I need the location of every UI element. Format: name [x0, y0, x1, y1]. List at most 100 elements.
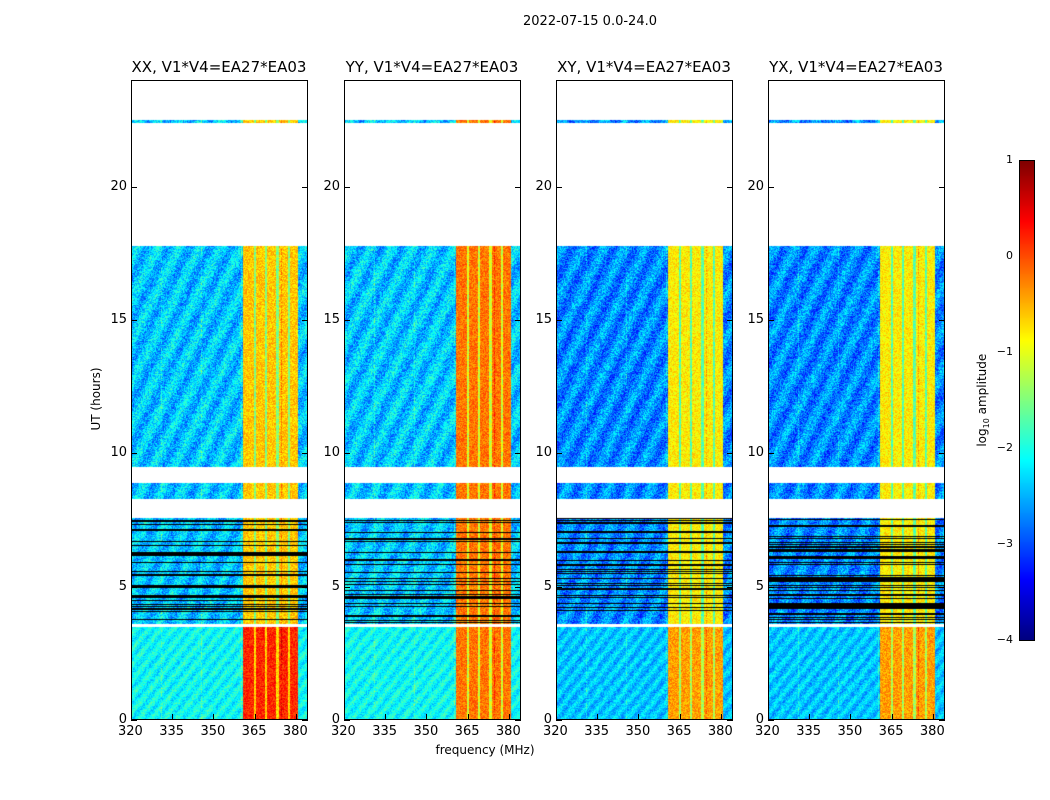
x-tick-label: 350: [413, 724, 439, 739]
figure-title: 2022-07-15 0.0-24.0: [523, 14, 657, 29]
x-tick-label: 365: [666, 724, 692, 739]
x-tick-mark: [508, 714, 510, 720]
x-tick-label: 320: [331, 724, 356, 739]
y-tick-label: 5: [543, 578, 552, 594]
y-tick-label: 10: [747, 445, 764, 461]
x-tick-label: 365: [454, 724, 480, 739]
x-tick-mark: [679, 714, 681, 720]
waterfall-panel-3: [768, 80, 945, 720]
y-tick-label: 0: [118, 712, 127, 727]
x-tick-mark: [295, 714, 297, 720]
y-tick-mark: [515, 320, 521, 321]
panel-title: XY, V1*V4=EA27*EA03: [557, 58, 731, 76]
y-tick-mark: [344, 320, 350, 321]
x-tick-mark: [638, 714, 640, 720]
y-tick-mark: [768, 186, 774, 188]
x-tick-mark: [213, 714, 215, 720]
y-tick-label: 20: [535, 178, 552, 194]
panel-title: YY, V1*V4=EA27*EA03: [345, 58, 519, 76]
y-tick-mark: [344, 720, 350, 721]
y-tick-mark: [939, 186, 945, 188]
x-tick-label: 335: [584, 724, 610, 739]
colorbar: [1019, 160, 1035, 641]
y-tick-mark: [131, 186, 137, 188]
y-tick-mark: [727, 320, 733, 321]
x-tick-mark: [809, 714, 811, 720]
y-tick-mark: [302, 720, 308, 721]
x-tick-label: 320: [543, 724, 568, 739]
y-tick-mark: [556, 320, 562, 321]
x-tick-mark: [597, 714, 599, 720]
x-tick-label: 320: [755, 724, 780, 739]
colorbar-tick-label: −3: [996, 537, 1013, 550]
y-tick-label: 20: [323, 178, 340, 194]
y-tick-label: 15: [747, 312, 764, 327]
y-tick-mark: [344, 186, 350, 188]
y-tick-label: 0: [755, 712, 764, 727]
y-tick-mark: [727, 586, 733, 588]
colorbar-tick-label: 0: [1006, 249, 1013, 262]
panel-title: YX, V1*V4=EA27*EA03: [769, 58, 943, 76]
y-tick-mark: [768, 586, 774, 588]
y-tick-label: 20: [747, 178, 764, 194]
y-tick-label: 0: [331, 712, 340, 727]
y-tick-label: 15: [323, 312, 340, 327]
x-tick-label: 335: [796, 724, 822, 739]
colorbar-tick-label: 1: [1006, 153, 1013, 166]
y-tick-mark: [556, 186, 562, 188]
colorbar-tick-label: −4: [996, 633, 1013, 646]
waterfall-panel-2: [556, 80, 733, 720]
y-tick-mark: [515, 720, 521, 721]
x-tick-label: 335: [159, 724, 185, 739]
x-tick-label: 350: [837, 724, 863, 739]
x-tick-mark: [891, 714, 893, 720]
y-tick-label: 5: [331, 578, 340, 594]
y-tick-mark: [131, 720, 137, 721]
y-tick-mark: [556, 586, 562, 588]
y-tick-mark: [939, 320, 945, 321]
y-tick-mark: [556, 720, 562, 721]
waterfall-panel-0: [131, 80, 308, 720]
x-tick-mark: [385, 714, 387, 720]
x-tick-label: 380: [495, 724, 521, 739]
y-tick-mark: [939, 453, 945, 455]
y-tick-mark: [302, 586, 308, 588]
y-tick-mark: [302, 186, 308, 188]
x-tick-mark: [850, 714, 852, 720]
x-tick-label: 320: [118, 724, 143, 739]
y-tick-mark: [344, 586, 350, 588]
waterfall-panel-1: [344, 80, 521, 720]
panel-title: XX, V1*V4=EA27*EA03: [131, 58, 307, 76]
y-tick-label: 10: [535, 445, 552, 461]
y-tick-mark: [302, 320, 308, 321]
x-tick-label: 380: [707, 724, 733, 739]
y-tick-mark: [515, 586, 521, 588]
x-tick-label: 335: [372, 724, 398, 739]
y-tick-mark: [727, 720, 733, 721]
x-tick-label: 350: [625, 724, 651, 739]
y-tick-mark: [131, 453, 137, 455]
x-tick-mark: [172, 714, 174, 720]
y-tick-label: 10: [323, 445, 340, 461]
y-tick-label: 15: [535, 312, 552, 327]
heatmap-image: [768, 80, 945, 720]
y-tick-mark: [939, 586, 945, 588]
y-tick-mark: [556, 453, 562, 455]
y-tick-mark: [768, 453, 774, 455]
y-tick-label: 20: [110, 178, 127, 194]
x-tick-label: 365: [241, 724, 267, 739]
y-tick-label: 15: [110, 312, 127, 327]
x-tick-mark: [556, 714, 557, 720]
y-tick-mark: [768, 720, 774, 721]
y-tick-mark: [515, 453, 521, 455]
y-tick-mark: [344, 453, 350, 455]
y-tick-mark: [515, 186, 521, 188]
heatmap-image: [556, 80, 733, 720]
y-tick-mark: [131, 586, 137, 588]
y-tick-mark: [727, 453, 733, 455]
y-tick-label: 0: [543, 712, 552, 727]
y-tick-mark: [131, 320, 137, 321]
y-tick-mark: [302, 453, 308, 455]
heatmap-image: [344, 80, 521, 720]
